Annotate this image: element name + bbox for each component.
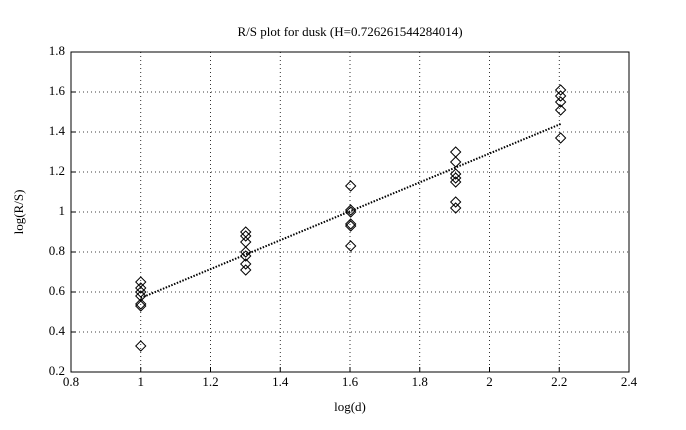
x-tick-label: 1.4 bbox=[272, 374, 289, 389]
data-point bbox=[554, 104, 567, 116]
y-tick-label: 0.2 bbox=[49, 363, 65, 378]
y-axis-label: log(R/S) bbox=[11, 190, 26, 235]
data-point bbox=[240, 250, 252, 262]
data-point bbox=[554, 90, 567, 102]
data-point bbox=[135, 282, 147, 294]
x-tick-label: 0.8 bbox=[63, 374, 79, 389]
data-point bbox=[449, 146, 462, 158]
y-tick-label: 1.6 bbox=[49, 83, 66, 98]
y-tick-label: 1.8 bbox=[49, 43, 65, 58]
x-tick-label: 2.2 bbox=[551, 374, 567, 389]
x-tick-label: 1.8 bbox=[412, 374, 428, 389]
data-point bbox=[240, 258, 252, 270]
y-tick-label: 0.6 bbox=[49, 283, 66, 298]
data-point bbox=[449, 172, 462, 184]
data-point bbox=[554, 96, 567, 108]
x-tick-label: 1 bbox=[138, 374, 145, 389]
data-point bbox=[240, 246, 252, 258]
y-tick-label: 0.8 bbox=[49, 243, 65, 258]
data-point bbox=[344, 240, 357, 252]
data-point bbox=[135, 300, 147, 312]
data-point bbox=[554, 84, 567, 96]
data-point bbox=[240, 230, 252, 242]
data-point bbox=[344, 218, 357, 230]
data-point bbox=[344, 204, 357, 216]
data-point bbox=[344, 220, 357, 232]
x-tick-label: 1.6 bbox=[342, 374, 359, 389]
data-point bbox=[449, 202, 462, 214]
y-tick-label: 0.4 bbox=[49, 323, 66, 338]
x-axis-label: log(d) bbox=[334, 399, 366, 414]
data-point bbox=[449, 156, 462, 168]
x-tick-label: 2 bbox=[486, 374, 493, 389]
x-tick-label: 1.2 bbox=[202, 374, 218, 389]
data-point bbox=[449, 196, 462, 208]
x-tick-label: 2.4 bbox=[621, 374, 638, 389]
y-tick-label: 1 bbox=[59, 203, 66, 218]
data-point bbox=[554, 132, 567, 144]
data-point bbox=[449, 168, 462, 180]
data-point bbox=[344, 206, 357, 218]
y-tick-label: 1.2 bbox=[49, 163, 65, 178]
data-point bbox=[344, 180, 357, 192]
data-point bbox=[449, 176, 462, 188]
data-point bbox=[240, 264, 252, 276]
data-point bbox=[240, 236, 252, 248]
fit-line bbox=[140, 123, 562, 299]
data-point bbox=[135, 298, 147, 310]
chart-title: R/S plot for dusk (H=0.726261544284014) bbox=[237, 24, 462, 39]
data-point bbox=[240, 226, 252, 238]
data-point bbox=[135, 340, 147, 352]
y-tick-label: 1.4 bbox=[49, 123, 66, 138]
data-point bbox=[135, 276, 147, 288]
